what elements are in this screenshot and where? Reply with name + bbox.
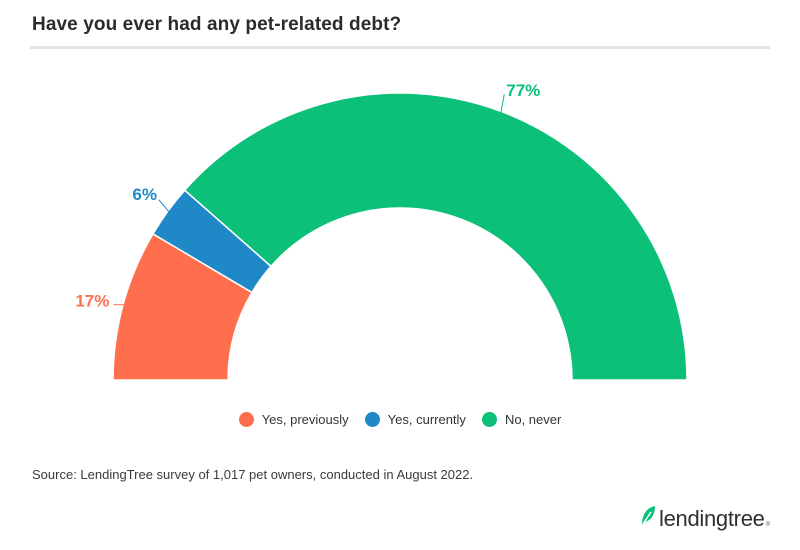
data-label-yes-previously: 17% [75, 292, 109, 311]
leader-line-no-never [500, 93, 505, 114]
legend-swatch-yes-currently [364, 412, 380, 427]
data-label-yes-currently: 6% [132, 185, 157, 204]
logo-wordmark: lendingtree [659, 506, 765, 531]
slice-no-never [183, 92, 688, 381]
source-note: Source: LendingTree survey of 1,017 pet … [32, 467, 474, 482]
legend-label-no-never: No, never [504, 412, 562, 427]
legend-label-yes-previously: Yes, previously [261, 412, 349, 427]
chart-data-labels: 17% 6% 77% [75, 81, 540, 311]
chart-legend: Yes, previously Yes, currently No, never [0, 412, 800, 427]
leader-line-yes-currently [158, 199, 170, 213]
chart-title: Have you ever had any pet-related debt? [32, 14, 402, 35]
title-divider [30, 46, 770, 49]
data-label-no-never: 77% [506, 81, 540, 100]
legend-item-no-never: No, never [481, 412, 562, 427]
legend-swatch-yes-previously [238, 412, 254, 427]
leaf-icon [642, 506, 656, 525]
legend-item-yes-previously: Yes, previously [238, 412, 349, 427]
logo-trademark: ® [765, 522, 770, 528]
legend-swatch-no-never [481, 412, 497, 427]
legend-label-yes-currently: Yes, currently [387, 412, 466, 427]
lendingtree-logo: lendingtree ® [639, 505, 770, 530]
legend-item-yes-currently: Yes, currently [364, 412, 466, 427]
chart-slices [112, 92, 688, 381]
